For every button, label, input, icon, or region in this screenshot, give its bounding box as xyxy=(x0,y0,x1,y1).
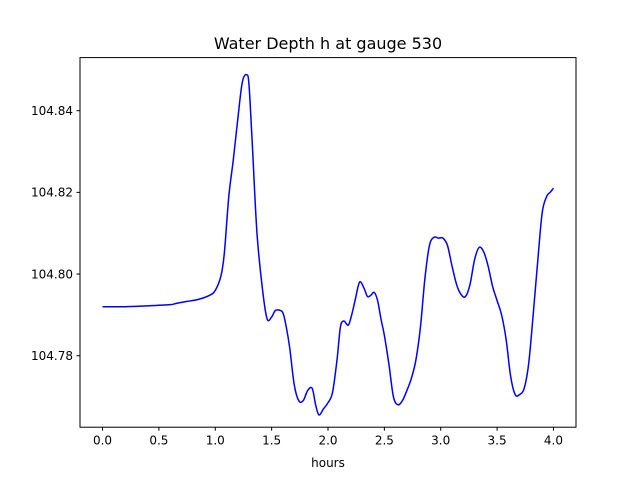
y-tick-label: 104.78 xyxy=(31,349,73,363)
y-tick-label: 104.80 xyxy=(31,267,73,281)
y-axis-ticks: 104.78 104.80 104.82 104.84 xyxy=(31,104,80,363)
x-tick-label: 4.0 xyxy=(544,434,563,448)
y-tick-label: 104.84 xyxy=(31,104,73,118)
x-tick-label: 3.5 xyxy=(488,434,507,448)
x-axis-ticks: 0.0 0.5 1.0 1.5 2.0 2.5 3.0 3.5 4.0 xyxy=(93,427,563,448)
x-tick-label: 0.5 xyxy=(149,434,168,448)
plot-frame xyxy=(79,57,577,428)
x-tick-label: 2.5 xyxy=(375,434,394,448)
chart-title: Water Depth h at gauge 530 xyxy=(214,34,442,53)
x-tick-label: 3.0 xyxy=(431,434,450,448)
plot-area xyxy=(80,57,576,428)
x-axis-label: hours xyxy=(311,456,345,470)
y-tick-label: 104.82 xyxy=(31,186,73,200)
x-tick-label: 2.0 xyxy=(318,434,337,448)
series-line xyxy=(102,73,555,416)
series-layer xyxy=(102,73,555,416)
x-tick-label: 0.0 xyxy=(93,434,112,448)
x-tick-label: 1.0 xyxy=(206,434,225,448)
x-tick-label: 1.5 xyxy=(262,434,281,448)
